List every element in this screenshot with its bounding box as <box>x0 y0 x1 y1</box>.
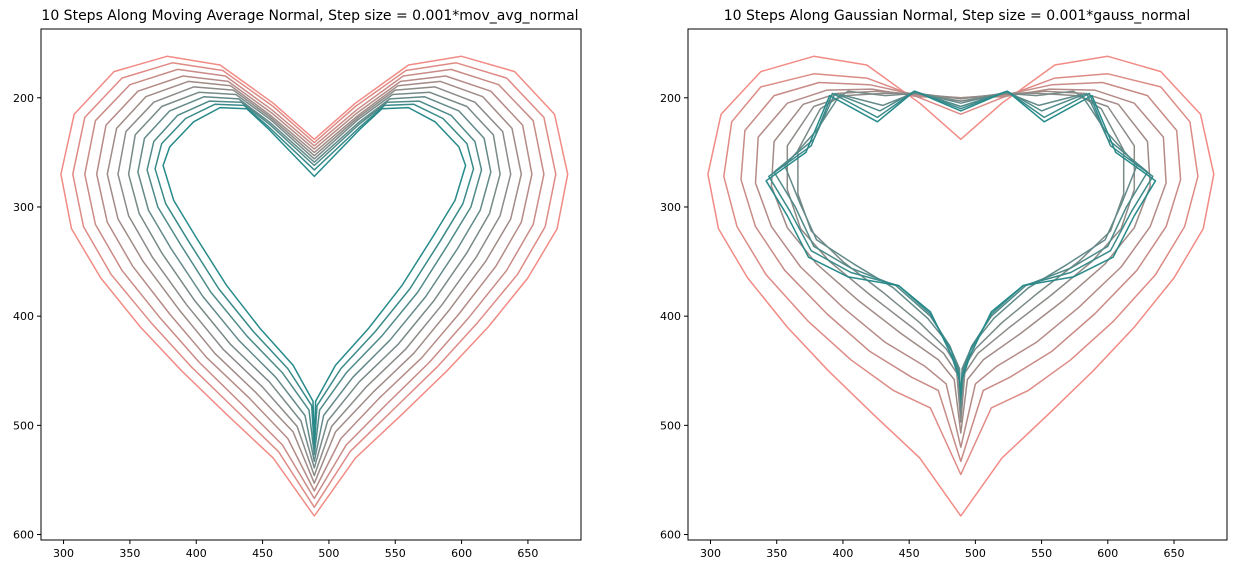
left-curve-step-10 <box>162 106 467 446</box>
x-tick-label: 350 <box>119 547 140 560</box>
x-tick-label: 550 <box>1031 547 1052 560</box>
left-chart-title: 10 Steps Along Moving Average Normal, St… <box>41 8 578 24</box>
right-curve-step-6 <box>797 90 1125 416</box>
left-curve-step-9 <box>154 103 475 451</box>
y-tick-label: 400 <box>660 310 681 323</box>
y-tick-label: 500 <box>660 419 681 432</box>
x-tick-label: 400 <box>186 547 207 560</box>
left-curve-step-0 <box>60 55 569 517</box>
right-plot-frame <box>687 28 1228 541</box>
right-curve-step-2 <box>740 81 1182 463</box>
left-chart-panel: 10 Steps Along Moving Average Normal, St… <box>13 8 582 560</box>
right-curve-step-10 <box>765 90 1157 396</box>
y-tick-label: 400 <box>13 310 34 323</box>
right-curve-step-8 <box>773 90 1149 405</box>
x-tick-label: 500 <box>318 547 339 560</box>
x-tick-label: 500 <box>965 547 986 560</box>
x-tick-label: 550 <box>385 547 406 560</box>
y-tick-label: 600 <box>660 529 681 542</box>
right-curve-step-0 <box>707 55 1215 517</box>
x-tick-label: 650 <box>1164 547 1185 560</box>
right-curve-step-7 <box>783 91 1138 409</box>
left-curve-step-2 <box>84 68 545 500</box>
right-curve-step-9 <box>768 90 1154 400</box>
right-chart-title: 10 Steps Along Gaussian Normal, Step siz… <box>724 8 1191 24</box>
left-curve-step-7 <box>137 95 492 463</box>
left-curve-step-4 <box>106 80 523 484</box>
right-curve-step-4 <box>770 90 1151 434</box>
right-chart-panel: 10 Steps Along Gaussian Normal, Step siz… <box>660 8 1228 560</box>
y-tick-label: 600 <box>13 529 34 542</box>
x-tick-label: 450 <box>252 547 273 560</box>
x-tick-label: 300 <box>700 547 721 560</box>
x-tick-label: 350 <box>766 547 787 560</box>
y-tick-label: 300 <box>13 201 34 214</box>
left-curve-step-8 <box>146 100 483 456</box>
y-tick-label: 200 <box>660 92 681 105</box>
x-tick-label: 450 <box>899 547 920 560</box>
y-tick-label: 500 <box>13 419 34 432</box>
right-curve-step-3 <box>754 88 1167 448</box>
left-curve-step-3 <box>95 75 533 492</box>
left-curve-step-6 <box>127 91 501 469</box>
x-tick-label: 650 <box>517 547 538 560</box>
x-tick-label: 300 <box>53 547 74 560</box>
x-tick-label: 600 <box>451 547 472 560</box>
y-tick-label: 200 <box>13 92 34 105</box>
left-curve-step-5 <box>117 86 512 477</box>
left-curve-step-1 <box>72 62 557 508</box>
y-tick-label: 300 <box>660 201 681 214</box>
right-curve-step-5 <box>786 92 1136 423</box>
left-plot-frame <box>40 28 582 541</box>
right-curve-step-1 <box>723 73 1199 476</box>
x-tick-label: 400 <box>832 547 853 560</box>
x-tick-label: 600 <box>1097 547 1118 560</box>
